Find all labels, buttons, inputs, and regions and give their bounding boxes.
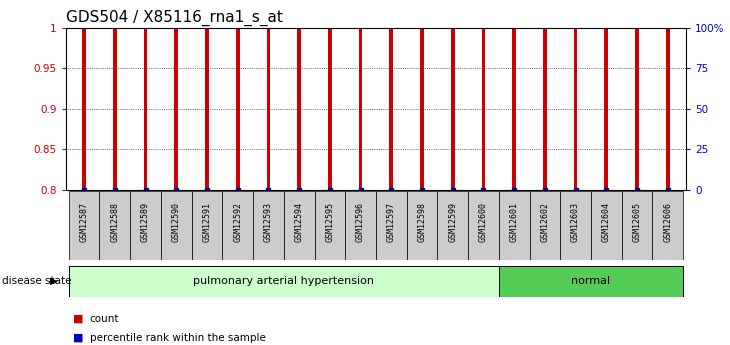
Text: GDS504 / X85116_rna1_s_at: GDS504 / X85116_rna1_s_at — [66, 10, 283, 26]
Text: GSM12588: GSM12588 — [110, 202, 119, 242]
Bar — [161, 191, 192, 260]
Bar — [192, 191, 223, 260]
Text: ■: ■ — [73, 333, 83, 343]
Text: GSM12599: GSM12599 — [448, 202, 457, 242]
Bar — [543, 28, 547, 190]
Bar — [482, 28, 485, 190]
Bar — [297, 28, 301, 190]
Text: GSM12592: GSM12592 — [233, 202, 242, 242]
Bar — [99, 191, 130, 260]
Text: GSM12596: GSM12596 — [356, 202, 365, 242]
Bar — [144, 28, 147, 190]
Bar — [529, 191, 560, 260]
Text: GSM12594: GSM12594 — [295, 202, 304, 242]
Bar — [499, 266, 683, 297]
Bar — [468, 191, 499, 260]
Bar — [560, 191, 591, 260]
Text: ■: ■ — [73, 314, 83, 324]
Text: disease state: disease state — [2, 276, 72, 286]
Bar — [284, 191, 315, 260]
Bar — [113, 28, 117, 190]
Text: GSM12590: GSM12590 — [172, 202, 181, 242]
Bar — [82, 28, 86, 190]
Bar — [635, 28, 639, 190]
Bar — [437, 191, 468, 260]
Bar — [574, 28, 577, 190]
Text: ▶: ▶ — [50, 276, 58, 286]
Text: pulmonary arterial hypertension: pulmonary arterial hypertension — [193, 276, 374, 286]
Text: GSM12591: GSM12591 — [202, 202, 212, 242]
Bar — [499, 191, 529, 260]
Bar — [666, 28, 669, 190]
Bar — [328, 28, 331, 190]
Text: GSM12606: GSM12606 — [664, 202, 672, 242]
Bar — [266, 28, 270, 190]
Bar — [376, 191, 407, 260]
Bar — [653, 191, 683, 260]
Text: GSM12587: GSM12587 — [80, 202, 88, 242]
Text: GSM12600: GSM12600 — [479, 202, 488, 242]
Bar — [390, 28, 393, 190]
Text: GSM12601: GSM12601 — [510, 202, 519, 242]
Text: GSM12598: GSM12598 — [418, 202, 426, 242]
Bar — [512, 28, 516, 190]
Bar — [420, 28, 424, 190]
Bar — [604, 28, 608, 190]
Text: GSM12595: GSM12595 — [326, 202, 334, 242]
Text: normal: normal — [572, 276, 610, 286]
Text: GSM12589: GSM12589 — [141, 202, 150, 242]
Bar — [591, 191, 622, 260]
Bar — [622, 191, 653, 260]
Text: GSM12604: GSM12604 — [602, 202, 611, 242]
Bar — [407, 191, 437, 260]
Bar — [236, 28, 239, 190]
Text: GSM12593: GSM12593 — [264, 202, 273, 242]
Bar — [69, 266, 499, 297]
Text: GSM12602: GSM12602 — [540, 202, 550, 242]
Bar — [358, 28, 362, 190]
Bar — [69, 191, 99, 260]
Bar — [130, 191, 161, 260]
Bar — [315, 191, 345, 260]
Bar — [205, 28, 209, 190]
Text: GSM12597: GSM12597 — [387, 202, 396, 242]
Text: GSM12603: GSM12603 — [571, 202, 580, 242]
Text: count: count — [90, 314, 119, 324]
Text: GSM12605: GSM12605 — [633, 202, 642, 242]
Bar — [174, 28, 178, 190]
Bar — [451, 28, 455, 190]
Bar — [345, 191, 376, 260]
Bar — [253, 191, 284, 260]
Text: percentile rank within the sample: percentile rank within the sample — [90, 333, 266, 343]
Bar — [223, 191, 253, 260]
